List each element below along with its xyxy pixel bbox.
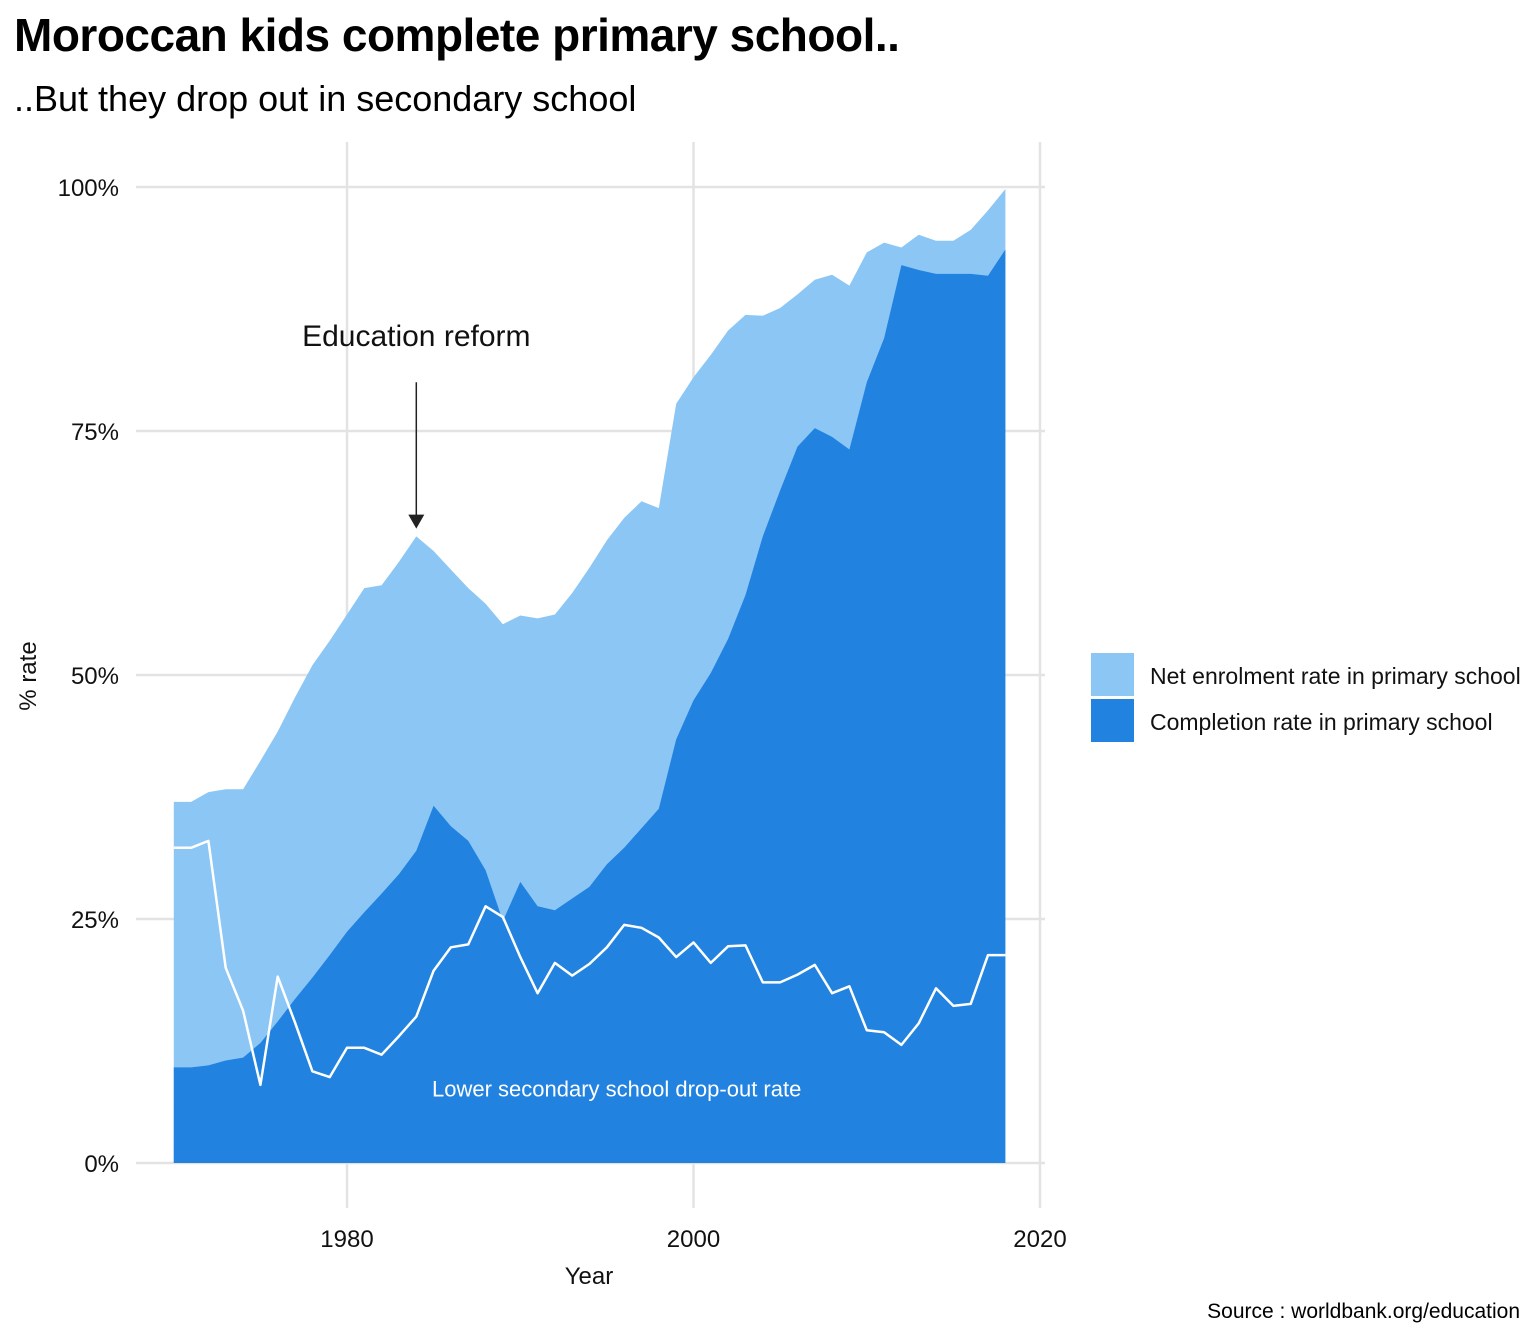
legend-label-completion: Completion rate in primary school (1150, 709, 1493, 735)
y-tick-label: 75% (71, 419, 119, 446)
area-completion (173, 249, 1006, 1163)
chart-areas (173, 189, 1006, 1163)
y-tick-label: 50% (71, 663, 119, 690)
line-dropout-rate (173, 839, 1006, 1087)
x-axis-title: Year (565, 1263, 614, 1290)
y-tick-label: 0% (84, 1151, 119, 1178)
annotation-dropout-label: Lower secondary school drop-out rate (432, 1077, 801, 1102)
y-tick-label: 100% (58, 175, 119, 202)
annotation-education-reform: Education reform (302, 320, 531, 529)
source-note: Source : worldbank.org/education (1207, 1300, 1520, 1323)
x-tick-label: 2000 (667, 1226, 720, 1253)
annotation-education-reform-text: Education reform (302, 320, 530, 353)
chart-title: Moroccan kids complete primary school.. (14, 9, 900, 61)
chart-lines (173, 839, 1006, 1087)
annotation-arrow-head (408, 514, 425, 529)
chart-subtitle: ..But they drop out in secondary school (14, 78, 637, 119)
axis-ticks: 0% 25% 50% 75% 100% 1980 2000 2020 (58, 175, 1067, 1253)
y-axis-title: % rate (15, 641, 42, 710)
y-tick-label: 25% (71, 907, 119, 934)
legend-swatch-net-enrolment (1091, 653, 1134, 696)
legend-swatch-completion (1091, 699, 1134, 742)
legend: Net enrolment rate in primary school Com… (1091, 653, 1521, 742)
x-tick-label: 1980 (320, 1226, 373, 1253)
x-tick-label: 2020 (1013, 1226, 1066, 1253)
legend-label-net-enrolment: Net enrolment rate in primary school (1150, 663, 1521, 689)
